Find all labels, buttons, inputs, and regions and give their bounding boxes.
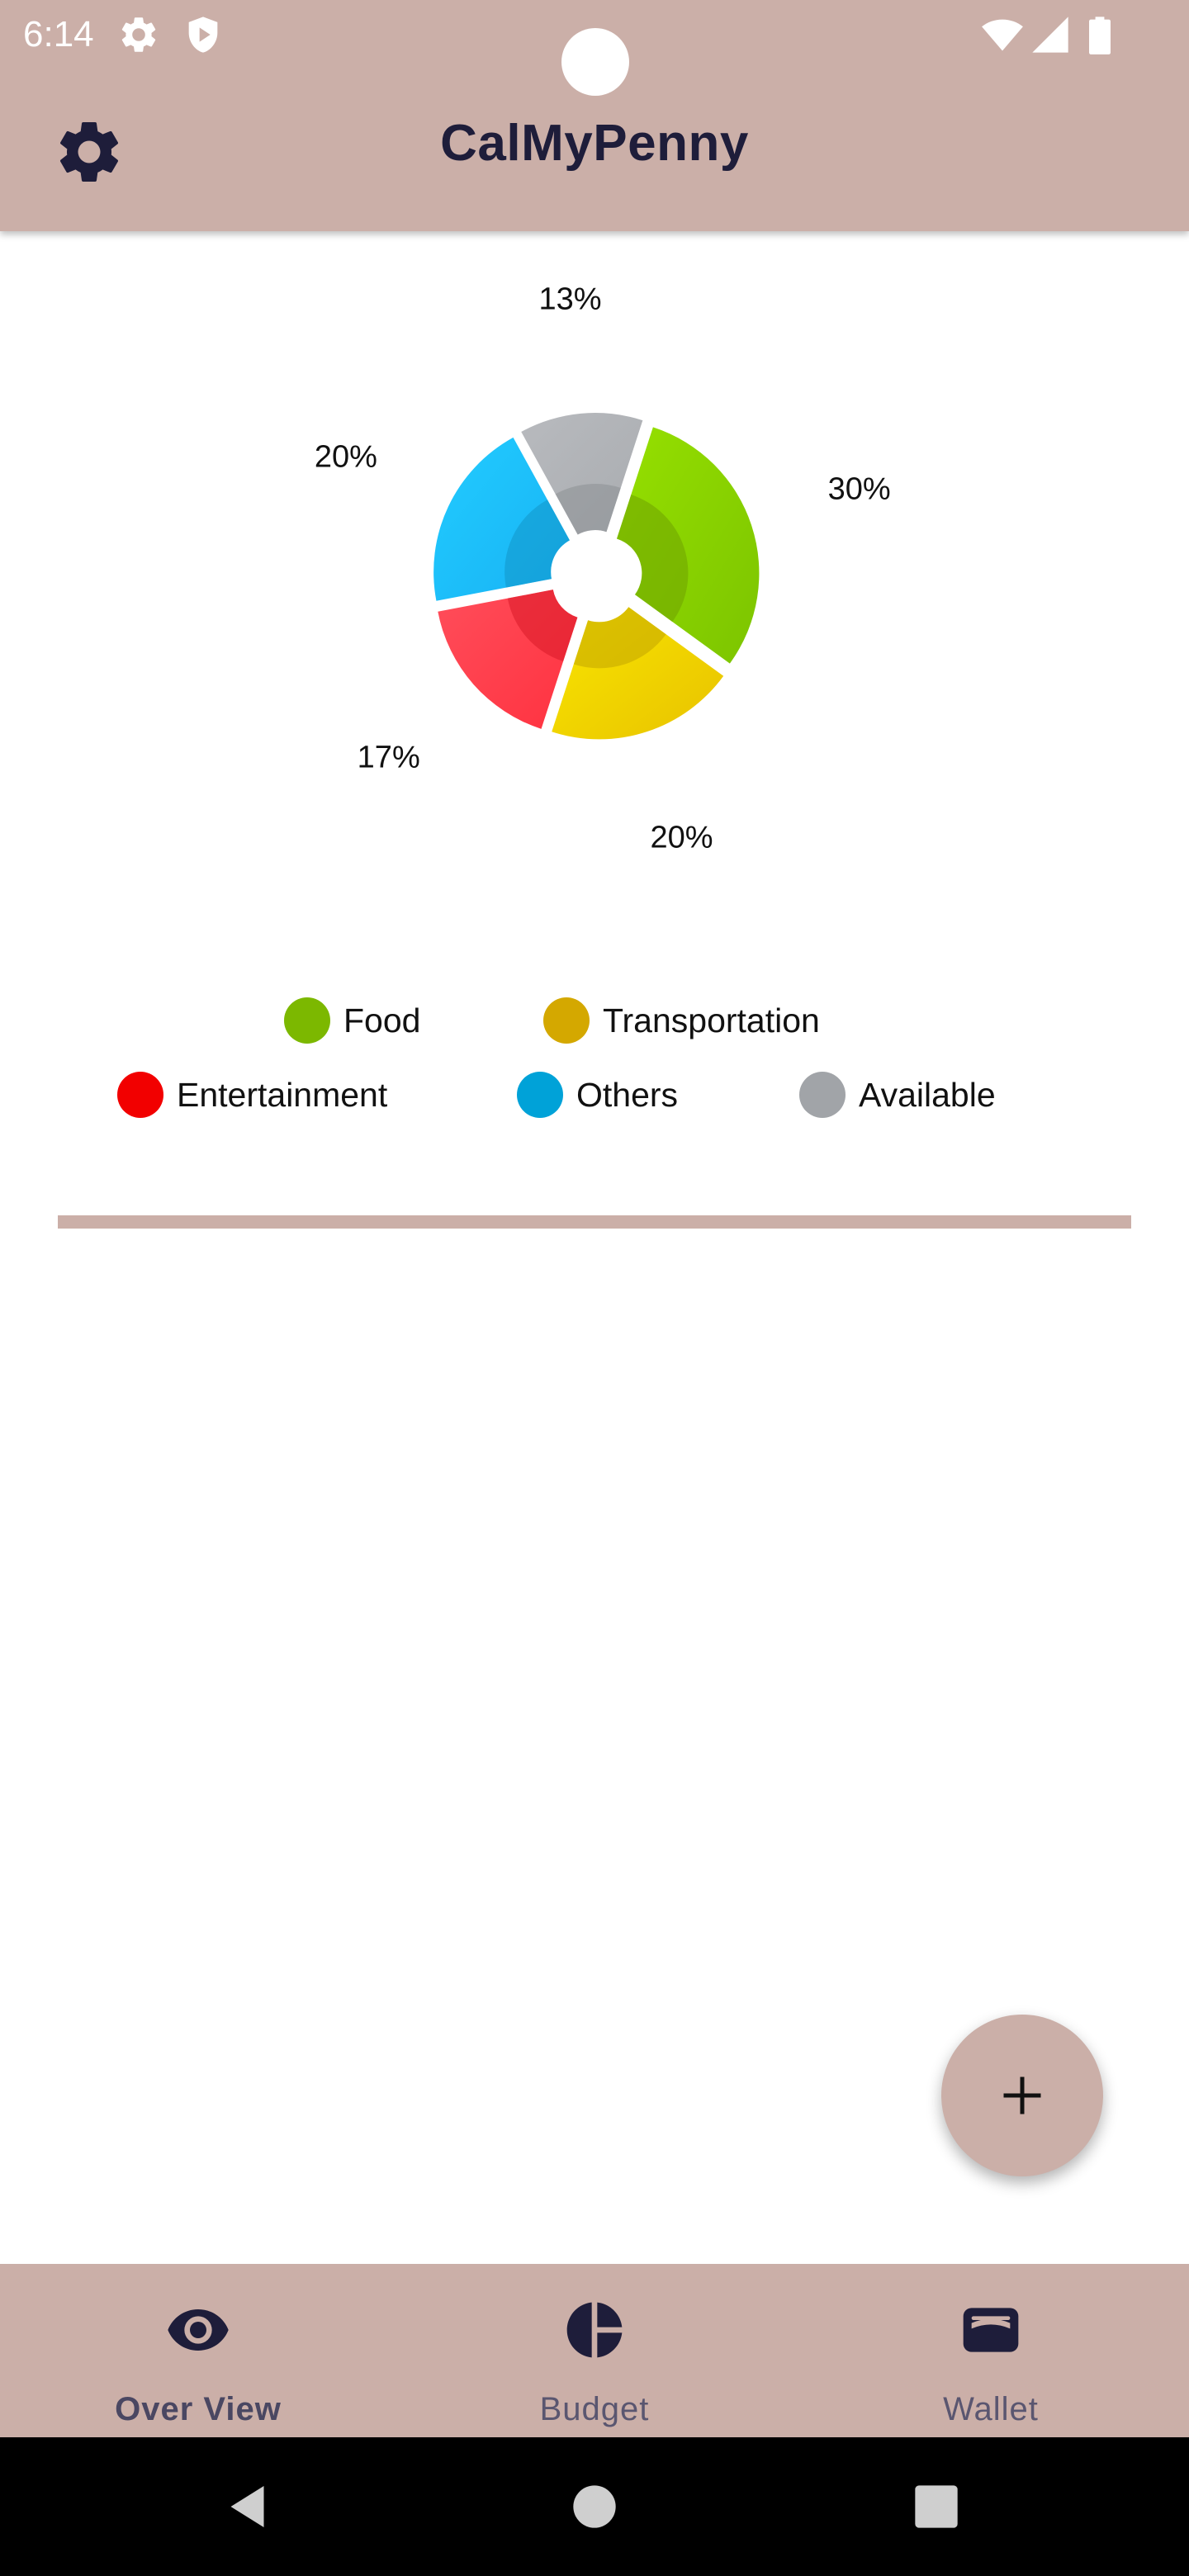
pie-slice-available [521,413,643,535]
plus-icon [997,2071,1047,2120]
legend-item-transportation: Transportation [543,996,820,1045]
legend-label-entertainment: Entertainment [177,1075,388,1114]
pie-label-food: 30% [828,472,891,507]
pie-label-transportation: 20% [650,821,713,855]
nav-label-overview: Over View [115,2391,282,2427]
pie-slice-transportation-inner [573,607,666,669]
pie-slice-entertainment [438,590,578,729]
legend-swatch-food [284,997,330,1044]
nav-item-overview[interactable]: Over View [0,2264,396,2437]
back-icon [225,2482,274,2531]
settings-button[interactable] [50,112,129,192]
eye-icon [165,2297,231,2363]
legend-item-available: Available [799,1070,996,1120]
pie-center-hole [560,540,632,613]
system-home-button[interactable] [553,2465,636,2548]
legend-label-available: Available [859,1075,996,1114]
legend-item-entertainment: Entertainment [117,1070,387,1120]
pie-slice-food-inner [617,495,689,623]
pie-label-available: 13% [538,282,601,317]
nav-item-wallet[interactable]: Wallet [793,2264,1189,2437]
pie-slice-entertainment-inner [507,590,578,662]
system-navigation-bar [0,2437,1189,2576]
add-expense-button[interactable] [941,2015,1103,2176]
legend-label-transportation: Transportation [603,1001,820,1039]
recents-icon [913,2484,959,2530]
legend-label-food: Food [343,1001,421,1039]
pie-slice-transportation [552,607,724,740]
gear-icon [117,13,160,56]
legend-item-others: Others [517,1070,678,1120]
app-title: CalMyPenny [440,115,749,172]
pie-chart-icon [561,2297,628,2363]
pie-slice-available-inner [555,484,621,535]
nav-label-budget: Budget [539,2391,650,2427]
nav-item-budget[interactable]: Budget [396,2264,793,2437]
wifi-icon [981,13,1024,56]
signal-icon [1029,13,1072,56]
top-app-bar: 6:14 CalMyPenny [0,0,1189,231]
pie-slice-food [617,427,760,664]
legend-swatch-others [517,1072,563,1118]
pie-slice-others-inner [504,500,570,588]
home-icon [571,2484,618,2530]
shield-icon [182,13,225,56]
bottom-navigation: Over View Budget Wallet [0,2264,1189,2437]
pie-label-others: 20% [315,439,377,474]
pie-slice-others [433,437,570,601]
wallet-icon [958,2297,1024,2363]
section-divider [58,1215,1131,1229]
legend-swatch-available [799,1072,846,1118]
gear-icon [52,115,126,189]
battery-icon [1078,13,1121,56]
status-time: 6:14 [23,14,94,54]
expense-pie-chart: 30% 20% 17% 20% 13% [315,282,891,855]
legend-swatch-entertainment [117,1072,163,1118]
system-back-button[interactable] [208,2465,291,2548]
pie-label-entertainment: 17% [358,741,420,775]
nav-label-wallet: Wallet [943,2391,1039,2427]
legend-label-others: Others [576,1075,679,1114]
camera-cutout [561,28,629,96]
legend-swatch-transportation [543,997,590,1044]
legend-item-food: Food [284,996,420,1045]
system-recents-button[interactable] [895,2465,978,2548]
